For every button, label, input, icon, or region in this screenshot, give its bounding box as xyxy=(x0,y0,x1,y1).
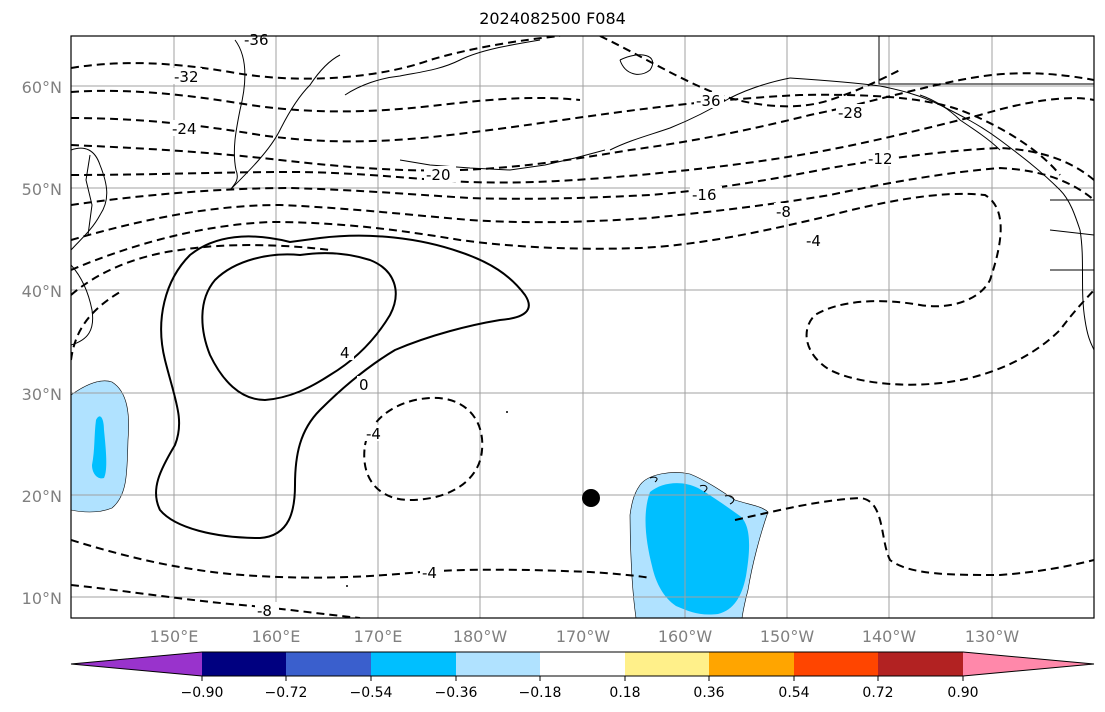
colorbar-swatch-8 xyxy=(794,652,878,676)
colorbar-swatch-7 xyxy=(709,652,794,676)
lat-label-40: 40°N xyxy=(22,282,62,301)
cbar-label-8: 0.54 xyxy=(778,685,809,701)
contours-negative xyxy=(71,36,1094,618)
colorbar xyxy=(70,651,1095,677)
longitude-labels: 150°E 160°E 170°E 180°W 170°W 160°W 150°… xyxy=(150,627,1020,646)
lat-label-60: 60°N xyxy=(22,78,62,97)
colorbar-extend-low xyxy=(71,652,202,676)
lon-label-130w: 130°W xyxy=(965,627,1020,646)
contour-label-28: -28 xyxy=(838,104,863,122)
colorbar-swatch-3 xyxy=(371,652,456,676)
contour-label-8a: -8 xyxy=(776,203,791,221)
lon-label-170e: 170°E xyxy=(354,627,403,646)
lat-label-20: 20°N xyxy=(22,487,62,506)
cbar-label-4: −0.36 xyxy=(435,685,478,701)
black-dot-marker xyxy=(582,489,600,507)
latitude-labels: 60°N 50°N 40°N 30°N 20°N 10°N xyxy=(22,78,62,608)
cbar-label-7: 0.36 xyxy=(693,685,724,701)
shaded-region-hawaii xyxy=(629,472,769,618)
coastlines xyxy=(71,36,1094,505)
small-island-dot-2 xyxy=(346,585,348,587)
cbar-label-5: −0.18 xyxy=(519,685,562,701)
contour-label-pos4: 4 xyxy=(340,344,350,362)
contour-label-32: -32 xyxy=(174,68,199,86)
contour-label-8b: -8 xyxy=(257,602,272,620)
colorbar-swatch-6 xyxy=(625,652,709,676)
lon-label-140w: 140°W xyxy=(862,627,917,646)
contour-label-36b: -36 xyxy=(696,92,721,110)
contour-label-24: -24 xyxy=(172,120,197,138)
contour-label-zero: 0 xyxy=(359,376,369,394)
lon-label-150e: 150°E xyxy=(150,627,199,646)
map-title: 2024082500 F084 xyxy=(479,9,626,28)
lat-label-50: 50°N xyxy=(22,180,62,199)
contour-label-36a: -36 xyxy=(244,31,269,49)
contours-solid xyxy=(155,234,530,540)
lon-label-160w: 160°W xyxy=(658,627,713,646)
contour-labels: -36 -32 -24 -36 -28 -20 -16 -12 -8 -4 4 … xyxy=(170,30,898,620)
lat-label-10: 10°N xyxy=(22,589,62,608)
cbar-label-2: −0.72 xyxy=(265,685,308,701)
cbar-label-9: 0.72 xyxy=(862,685,893,701)
colorbar-swatch-4 xyxy=(456,652,540,676)
lon-label-160e: 160°E xyxy=(252,627,301,646)
graticule xyxy=(71,36,1094,618)
map-frame xyxy=(70,35,1095,619)
contour-label-12: -12 xyxy=(868,150,893,168)
contour-label-4c: -4 xyxy=(422,564,437,582)
cbar-label-3: −0.54 xyxy=(350,685,393,701)
cbar-label-1: −0.90 xyxy=(181,685,224,701)
colorbar-tick-labels: −0.90 −0.72 −0.54 −0.36 −0.18 0.18 0.36 … xyxy=(181,685,979,701)
colorbar-swatch-2 xyxy=(286,652,371,676)
shaded-region-west xyxy=(71,380,129,513)
lon-label-150w: 150°W xyxy=(760,627,815,646)
colorbar-swatch-1 xyxy=(202,652,286,676)
colorbar-swatch-9 xyxy=(878,652,963,676)
lat-label-30: 30°N xyxy=(22,385,62,404)
lon-label-170w: 170°W xyxy=(556,627,611,646)
colorbar-swatch-5 xyxy=(540,652,625,676)
lon-label-180w: 180°W xyxy=(453,627,508,646)
contour-label-4b: -4 xyxy=(366,425,381,443)
contour-label-20: -20 xyxy=(426,166,451,184)
cbar-label-6: 0.18 xyxy=(609,685,640,701)
colorbar-extend-high xyxy=(963,652,1094,676)
cbar-label-10: 0.90 xyxy=(947,685,978,701)
contour-label-4a: -4 xyxy=(806,232,821,250)
colorbar-ticks xyxy=(201,676,964,681)
small-island-dot xyxy=(506,411,508,413)
contour-label-16: -16 xyxy=(692,186,717,204)
